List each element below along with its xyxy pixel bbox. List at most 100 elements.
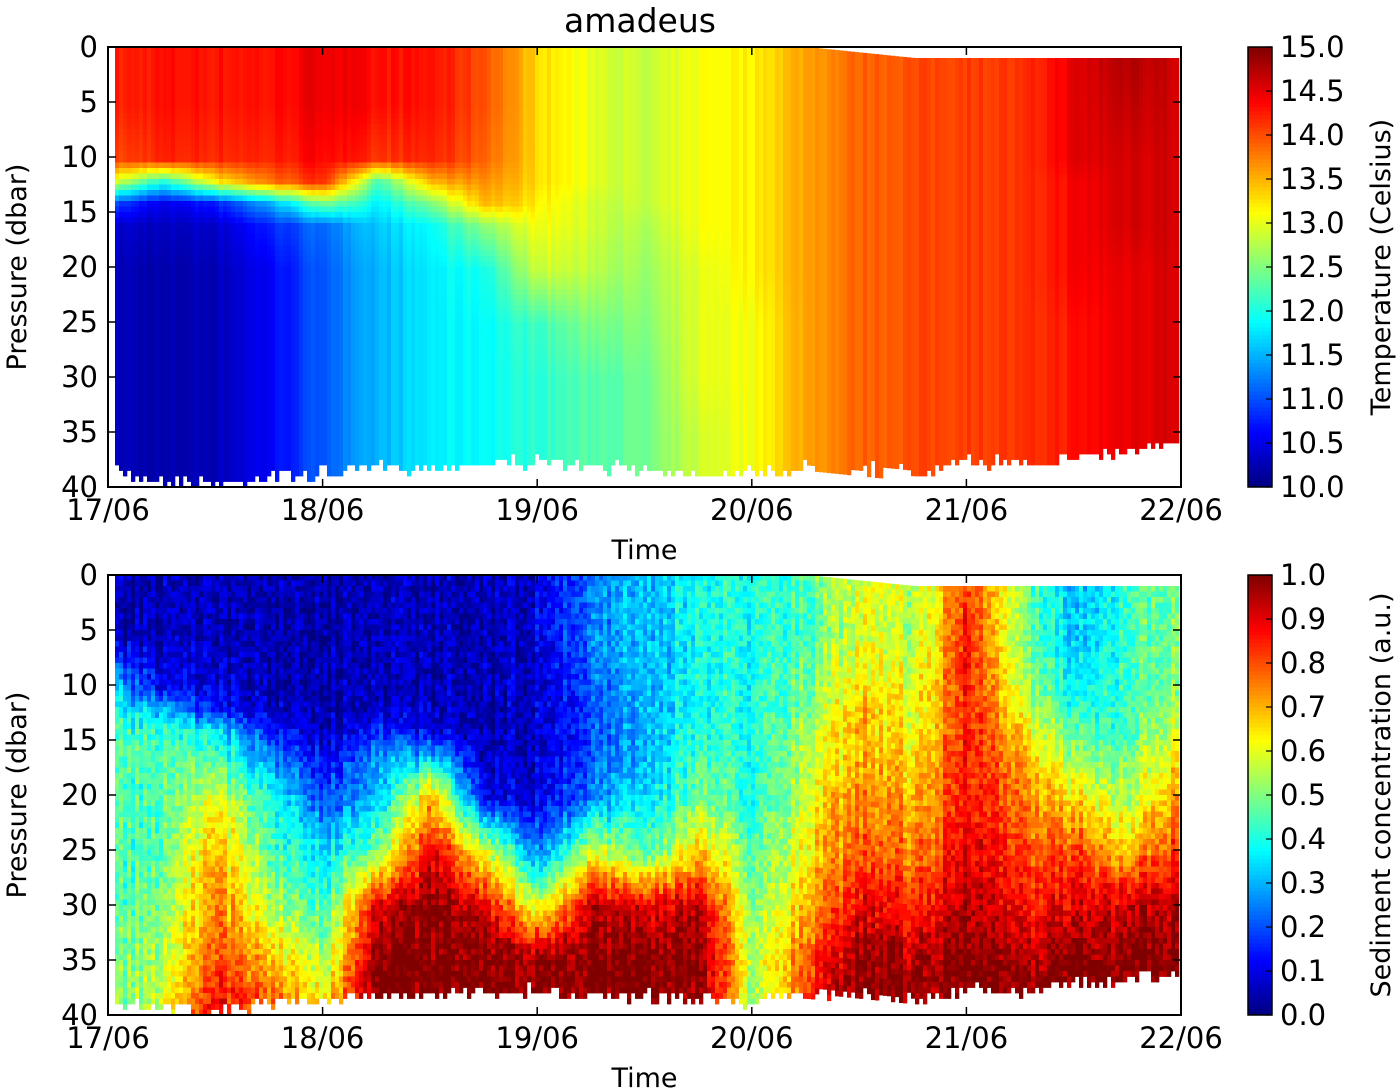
- heatmap-cell: [327, 272, 332, 279]
- heatmap-cell: [283, 173, 288, 180]
- heatmap-cell: [359, 124, 364, 130]
- heatmap-cell: [263, 234, 268, 240]
- heatmap-cell: [319, 173, 324, 180]
- heatmap-cell: [347, 118, 352, 125]
- heatmap-cell: [195, 426, 200, 433]
- heatmap-cell: [339, 377, 344, 383]
- heatmap-cell: [199, 261, 204, 268]
- heatmap-cell: [227, 393, 232, 400]
- heatmap-cell: [147, 421, 152, 427]
- heatmap-cell: [315, 366, 320, 372]
- heatmap-cell: [203, 58, 208, 64]
- heatmap-cell: [355, 377, 360, 383]
- heatmap-cell: [215, 195, 220, 202]
- heatmap-cell: [363, 421, 368, 427]
- heatmap-cell: [339, 448, 344, 455]
- heatmap-cell: [155, 195, 160, 202]
- heatmap-cell: [175, 366, 180, 372]
- heatmap-cell: [343, 382, 348, 389]
- heatmap-cell: [183, 459, 188, 466]
- heatmap-cell: [319, 206, 324, 213]
- heatmap-cell: [259, 124, 264, 130]
- heatmap-cell: [195, 404, 200, 411]
- heatmap-cell: [199, 437, 204, 444]
- heatmap-cell: [211, 377, 216, 383]
- heatmap-cell: [167, 151, 172, 158]
- heatmap-cell: [139, 316, 144, 323]
- heatmap-cell: [279, 96, 284, 103]
- heatmap-cell: [135, 316, 140, 323]
- heatmap-cell: [291, 124, 296, 130]
- heatmap-cell: [295, 69, 300, 75]
- heatmap-cell: [347, 360, 352, 367]
- heatmap-cell: [315, 393, 320, 400]
- heatmap-cell: [267, 146, 272, 152]
- heatmap-cell: [339, 344, 344, 350]
- heatmap-cell: [299, 52, 304, 59]
- heatmap-cell: [183, 124, 188, 130]
- heatmap-cell: [179, 476, 184, 482]
- heatmap-cell: [335, 47, 340, 53]
- heatmap-cell: [259, 393, 264, 400]
- heatmap-cell: [283, 377, 288, 383]
- heatmap-cell: [339, 360, 344, 367]
- heatmap-cell: [303, 129, 308, 136]
- heatmap-cell: [355, 399, 360, 405]
- heatmap-cell: [255, 74, 260, 81]
- heatmap-cell: [151, 443, 156, 449]
- heatmap-cell: [363, 91, 368, 97]
- heatmap-cell: [239, 256, 244, 262]
- heatmap-cell: [291, 437, 296, 444]
- heatmap-cell: [339, 124, 344, 130]
- heatmap-cell: [135, 52, 140, 59]
- heatmap-cell: [119, 366, 124, 372]
- heatmap-cell: [231, 190, 236, 196]
- heatmap-cell: [299, 118, 304, 125]
- heatmap-cell: [367, 360, 372, 367]
- heatmap-cell: [239, 267, 244, 273]
- heatmap-cell: [115, 173, 120, 180]
- heatmap-cell: [207, 157, 212, 163]
- heatmap-cell: [351, 52, 356, 59]
- heatmap-cell: [303, 421, 308, 427]
- heatmap-cell: [131, 107, 136, 114]
- heatmap-cell: [327, 195, 332, 202]
- heatmap-cell: [131, 327, 136, 334]
- heatmap-cell: [219, 443, 224, 449]
- heatmap-cell: [335, 426, 340, 433]
- heatmap-cell: [255, 173, 260, 180]
- heatmap-cell: [143, 294, 148, 301]
- heatmap-cell: [147, 234, 152, 240]
- heatmap-cell: [315, 162, 320, 169]
- heatmap-cell: [351, 217, 356, 224]
- heatmap-cell: [291, 366, 296, 372]
- heatmap-cell: [215, 58, 220, 64]
- heatmap-cell: [251, 432, 256, 438]
- heatmap-cell: [275, 151, 280, 158]
- heatmap-cell: [303, 333, 308, 339]
- heatmap-cell: [155, 74, 160, 81]
- heatmap-cell: [223, 80, 228, 86]
- heatmap-cell: [367, 107, 372, 114]
- heatmap-cell: [359, 69, 364, 75]
- heatmap-cell: [271, 250, 276, 257]
- heatmap-cell: [203, 355, 208, 361]
- heatmap-cell: [223, 476, 228, 482]
- heatmap-cell: [331, 300, 336, 306]
- heatmap-cell: [179, 195, 184, 202]
- heatmap-cell: [235, 360, 240, 367]
- heatmap-cell: [203, 52, 208, 59]
- heatmap-cell: [139, 327, 144, 334]
- heatmap-cell: [303, 272, 308, 279]
- heatmap-cell: [239, 421, 244, 427]
- heatmap-cell: [299, 311, 304, 317]
- heatmap-cell: [115, 146, 120, 152]
- heatmap-cell: [215, 415, 220, 422]
- heatmap-cell: [347, 151, 352, 158]
- heatmap-cell: [131, 388, 136, 394]
- heatmap-cell: [143, 179, 148, 185]
- heatmap-cell: [211, 465, 216, 471]
- heatmap-cell: [119, 217, 124, 224]
- heatmap-cell: [279, 267, 284, 273]
